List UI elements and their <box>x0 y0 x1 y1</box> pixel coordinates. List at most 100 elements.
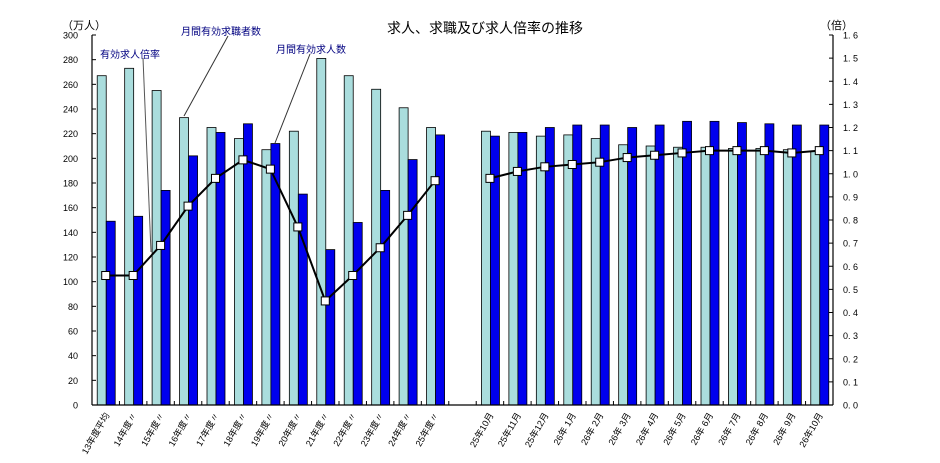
right-tick-label: 0. 1 <box>843 377 858 387</box>
right-tick-label: 1. 3 <box>843 100 858 110</box>
ratio-marker <box>430 176 440 186</box>
x-tick-label: 26年 9月 <box>770 411 797 447</box>
bar-openings <box>737 122 747 406</box>
bar-seekers <box>563 134 574 406</box>
x-tick-label: 15年度〃 <box>138 411 166 449</box>
x-tick-label: 26年 7月 <box>715 411 742 447</box>
x-tick-label: 17年度〃 <box>193 411 221 449</box>
x-tick-label: 22年度〃 <box>330 411 358 449</box>
left-tick-label: 80 <box>68 302 78 312</box>
bar-seekers <box>288 130 299 406</box>
right-tick-label: 0. 4 <box>843 308 858 318</box>
left-tick-label: 60 <box>68 327 78 337</box>
x-tick-label: 26年 6月 <box>688 411 715 447</box>
left-tick-label: 160 <box>63 203 78 213</box>
right-tick-label: 0. 6 <box>843 262 858 272</box>
left-tick-label: 280 <box>63 55 78 65</box>
right-tick-label: 0. 2 <box>843 354 858 364</box>
right-tick-label: 1. 6 <box>843 31 858 41</box>
bar-seekers <box>810 150 821 406</box>
bar-openings <box>325 249 336 406</box>
left-tick-label: 120 <box>63 253 78 263</box>
left-tick-label: 240 <box>63 105 78 115</box>
left-tick-label: 180 <box>63 179 78 189</box>
bar-openings <box>791 124 802 406</box>
ratio-marker <box>677 148 687 158</box>
x-tick-label: 26年 8月 <box>743 411 770 447</box>
x-tick-label: 19年度〃 <box>248 411 276 449</box>
left-tick-label: 300 <box>63 31 78 41</box>
ratio-marker <box>238 155 248 165</box>
right-tick-label: 0. 8 <box>843 216 858 226</box>
bar-openings <box>380 189 391 406</box>
x-tick-label: 26年 2月 <box>578 411 605 447</box>
x-tick-label: 25年12月 <box>522 411 551 449</box>
ratio-marker <box>485 173 495 183</box>
callout-ratio-label: 有効求人倍率 <box>100 50 160 61</box>
ratio-marker <box>265 164 275 174</box>
left-axis-unit: （万人） <box>62 19 106 32</box>
x-tick-label: 18年度〃 <box>221 411 249 449</box>
ratio-marker <box>622 153 632 163</box>
bar-seekers <box>535 135 546 406</box>
right-axis-unit: （倍） <box>820 19 853 32</box>
x-tick-label: 24年度〃 <box>385 411 413 449</box>
x-tick-label: 13年度平均 <box>79 411 112 456</box>
right-tick-label: 1. 2 <box>843 123 858 133</box>
bar-seekers <box>206 127 217 406</box>
right-tick-label: 0. 9 <box>843 192 858 202</box>
x-tick-label: 25年11月 <box>495 411 523 449</box>
bar-openings <box>105 220 116 406</box>
ratio-marker <box>732 146 742 156</box>
x-tick-label: 26年 3月 <box>606 411 633 447</box>
bar-openings <box>627 127 638 406</box>
bar-seekers <box>618 144 629 406</box>
bar-seekers <box>673 146 683 406</box>
bar-openings <box>133 215 144 406</box>
bar-openings <box>709 120 720 406</box>
x-tick-label: 25年10月 <box>467 411 496 449</box>
bar-openings <box>270 143 281 406</box>
bar-seekers <box>124 67 135 406</box>
ratio-marker <box>512 166 522 176</box>
ratio-marker <box>293 222 303 232</box>
bar-seekers <box>590 138 601 406</box>
callout-ratio-leader <box>142 57 152 253</box>
left-tick-label: 0 <box>73 401 78 411</box>
bar-seekers <box>261 149 272 406</box>
x-tick-label: 16年度〃 <box>166 411 194 449</box>
bar-openings <box>599 124 610 406</box>
bar-openings <box>407 159 418 406</box>
right-tick-label: 0. 7 <box>843 239 858 249</box>
ratio-marker <box>705 146 714 156</box>
bar-seekers <box>179 117 189 406</box>
ratio-marker <box>211 173 220 183</box>
left-tick-label: 20 <box>68 376 78 386</box>
callout-openings-leader <box>274 53 311 144</box>
left-tick-label: 260 <box>63 80 78 90</box>
right-tick-label: 0. 3 <box>843 331 858 341</box>
x-tick-label: 26年10月 <box>796 411 825 449</box>
ratio-marker <box>540 162 550 172</box>
bar-openings <box>352 222 363 406</box>
bar-seekers <box>343 75 354 406</box>
left-tick-label: 40 <box>68 351 78 361</box>
bar-openings <box>654 124 665 406</box>
ratio-marker <box>156 240 166 250</box>
ratio-marker <box>183 201 193 211</box>
left-tick-label: 200 <box>63 154 78 164</box>
x-tick-label: 26年 4月 <box>633 411 660 447</box>
bar-seekers <box>700 146 711 406</box>
callout-openings-label: 月間有効求人数 <box>276 45 346 56</box>
right-tick-label: 1. 5 <box>843 54 858 64</box>
bar-seekers <box>728 148 738 406</box>
x-tick-label: 25年度〃 <box>413 411 441 449</box>
right-tick-label: 1. 1 <box>843 146 858 156</box>
ratio-marker <box>101 271 111 280</box>
right-tick-label: 0. 0 <box>843 401 858 411</box>
ratio-marker <box>128 271 138 280</box>
ratio-marker <box>787 148 797 158</box>
ratio-marker <box>375 243 385 253</box>
ratio-marker <box>595 157 605 167</box>
